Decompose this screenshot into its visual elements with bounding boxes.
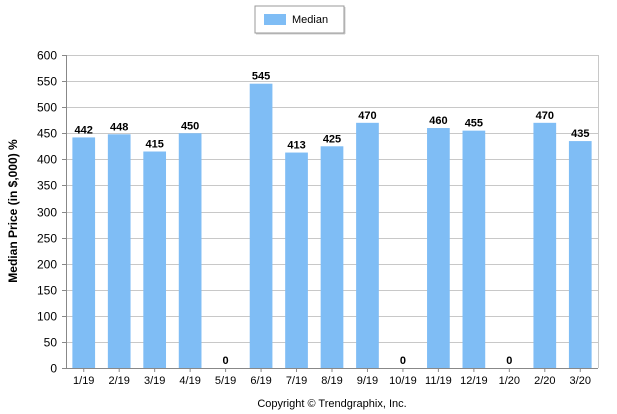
x-tick-label: 2/19 [108,375,129,387]
y-tick-label: 250 [37,232,57,246]
y-tick-label: 500 [37,101,57,115]
y-tick-label: 150 [37,284,57,298]
data-label: 425 [323,133,341,145]
bar-2-19 [107,134,131,368]
x-tick-label: 1/20 [499,375,520,387]
bar-8-19 [320,146,344,368]
x-tick-label: 1/19 [73,375,94,387]
y-tick-label: 100 [37,310,57,324]
bar-3-19 [143,151,167,368]
data-label: 435 [571,128,589,140]
x-tick-label: 2/20 [534,375,555,387]
legend: Median [254,5,346,35]
data-label: 545 [252,71,270,83]
copyright-text: Copyright © Trendgraphix, Inc. [257,398,406,410]
bar-4-19 [178,133,202,368]
data-label: 415 [145,139,163,151]
data-label: 0 [400,355,406,367]
x-tick-label: 12/19 [460,375,488,387]
y-axis-ticks: 0 50 100 150 200 250 300 350 400 450 500 550 600 [37,49,57,376]
axes [62,55,598,372]
x-tick-label: 10/19 [389,375,417,387]
x-tick-label: 3/20 [570,375,591,387]
y-tick-label: 350 [37,179,57,193]
data-labels: 442 448 415 450 0 545 413 425 470 0 460 455 0 470 435 [75,71,590,367]
x-tick-label: 6/19 [250,375,271,387]
data-label: 460 [429,115,447,127]
bars [72,83,592,368]
bar-12-19 [462,130,486,368]
y-tick-label: 300 [37,206,57,220]
y-tick-label: 50 [44,336,58,350]
y-tick-label: 200 [37,258,57,272]
bar-3-20 [568,141,592,368]
data-label: 448 [110,121,128,133]
data-label: 442 [75,124,93,136]
y-axis-title: Median Price (in $,000) % [6,139,20,283]
legend-swatch [264,14,286,25]
bar-7-19 [285,152,308,368]
x-axis-ticks: 1/19 2/19 3/19 4/19 5/19 6/19 7/19 8/19 9/19 10/1… [73,375,591,387]
x-tick-label: 11/19 [425,375,452,387]
x-tick-label: 9/19 [357,375,378,387]
data-label: 470 [536,110,554,122]
x-tick-label: 4/19 [179,375,200,387]
y-tick-label: 550 [37,75,57,89]
x-tick-label: 7/19 [286,375,307,387]
bar-6-19 [249,83,273,368]
data-label: 470 [358,110,376,122]
y-tick-label: 400 [37,153,57,167]
bar-11-19 [427,128,450,368]
data-label: 455 [465,118,483,130]
bar-1-19 [72,137,96,368]
data-label: 0 [506,355,512,367]
legend-label: Median [292,14,328,26]
y-tick-label: 600 [37,49,57,63]
data-label: 413 [287,140,305,152]
data-label: 0 [223,355,229,367]
x-tick-label: 3/19 [144,375,165,387]
y-tick-label: 450 [37,127,57,141]
y-tick-label: 0 [50,362,57,376]
x-tick-label: 5/19 [215,375,236,387]
bar-9-19 [356,122,379,368]
data-label: 450 [181,120,199,132]
bar-2-20 [533,122,557,368]
x-tick-label: 8/19 [321,375,342,387]
